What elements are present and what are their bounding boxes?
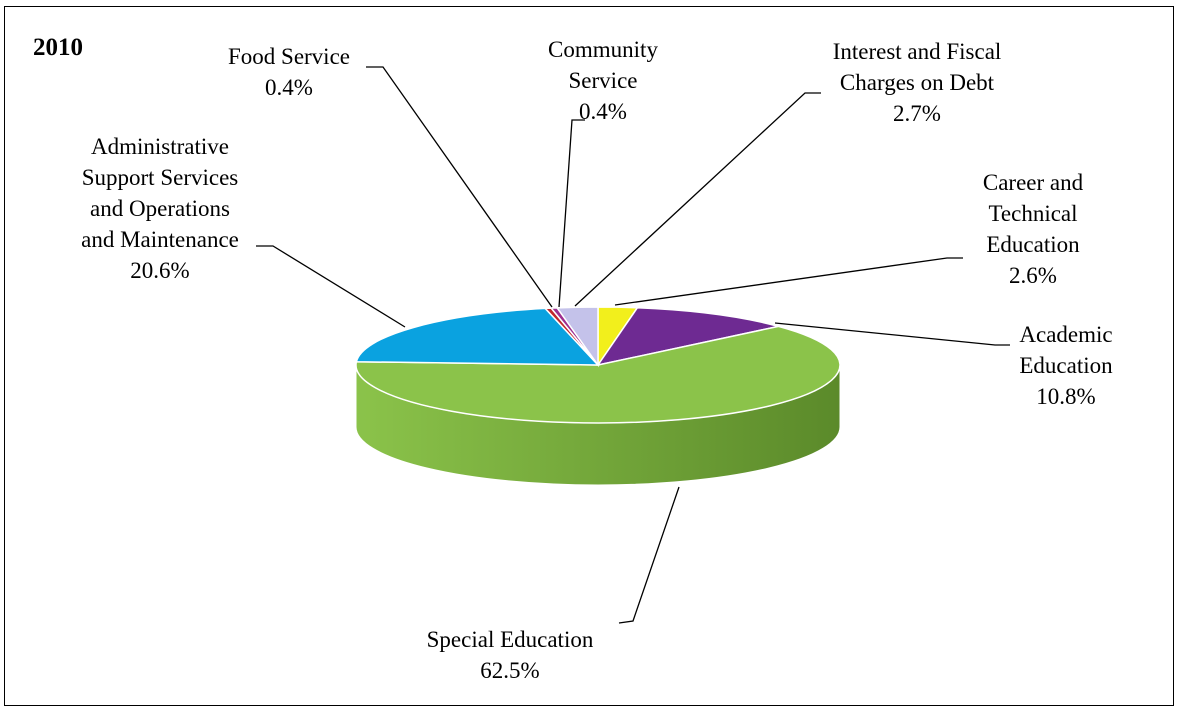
slice-value-community-service: 0.4%	[579, 99, 627, 124]
slice-label-line: Community	[548, 37, 658, 62]
slice-label-special-education: Special Education 62.5%	[427, 627, 594, 683]
slice-labels: Special Education 62.5% Administrative Supp…	[81, 37, 1113, 683]
slice-label-food-service: Food Service 0.4%	[228, 44, 350, 100]
pie-slice-academic-education	[596, 307, 779, 367]
leader-line-interest-and-fiscal-charges-on-debt	[574, 92, 821, 307]
slice-label-career-and-technical-education: Career and Technical Education 2.6%	[983, 170, 1084, 288]
chart-title: 2010	[33, 34, 83, 61]
slice-label-interest-and-fiscal-charges-on-debt: Interest and Fiscal Charges on Debt 2.7%	[833, 39, 1002, 126]
slice-value-interest-and-fiscal-charges-on-debt: 2.7%	[893, 101, 941, 126]
pie-chart: 2010 Special Education 62.5% Administrativ…	[33, 34, 1113, 683]
pie-slice-administrative-support-services-and-operations-and-maintenance	[355, 307, 600, 366]
slice-label-line: Charges on Debt	[840, 70, 995, 95]
slice-value-special-education: 62.5%	[480, 658, 539, 683]
slice-value-career-and-technical-education: 2.6%	[1009, 263, 1057, 288]
leader-line-food-service	[366, 66, 553, 308]
leader-line-special-education	[618, 486, 680, 624]
slice-value-academic-education: 10.8%	[1036, 384, 1095, 409]
leader-line-career-and-technical-education	[614, 257, 963, 306]
slice-label-line: Service	[569, 68, 638, 93]
pie-slice-interest-and-fiscal-charges-on-debt	[555, 306, 599, 368]
pie-tops	[355, 306, 841, 424]
slice-label-administrative-support-services-and-operations-and-maintenance: Administrative Support Services and Operat…	[81, 134, 239, 283]
slice-value-administrative-support-services-and-operations-and-maintenance: 20.6%	[130, 258, 189, 283]
slice-label-line: Support Services	[82, 165, 239, 190]
pie-slice-special-education	[355, 325, 841, 424]
slice-label-academic-education: Academic Education 10.8%	[1019, 322, 1113, 409]
slice-label-line: and Operations	[90, 196, 230, 221]
leader-line-academic-education	[774, 322, 1010, 346]
slice-label-line: Education	[1019, 353, 1113, 378]
slice-label-community-service: Community Service 0.4%	[548, 37, 658, 124]
slice-label-line: Education	[986, 232, 1080, 257]
slice-label-line: Career and	[983, 170, 1084, 195]
slice-label-line: Academic	[1019, 322, 1112, 347]
slice-label-line: and Maintenance	[81, 227, 239, 252]
slice-label-line: Interest and Fiscal	[833, 39, 1002, 64]
slice-label-line: Technical	[988, 201, 1077, 226]
slice-label-line: Special Education	[427, 627, 594, 652]
slice-value-food-service: 0.4%	[265, 75, 313, 100]
chart-frame: 2010 Special Education 62.5% Administrativ…	[4, 6, 1174, 706]
slice-label-line: Administrative	[91, 134, 229, 159]
slice-label-line: Food Service	[228, 44, 350, 69]
leader-line-community-service	[558, 119, 585, 308]
leader-lines	[256, 66, 1010, 624]
leader-line-administrative-support-services-and-operations-and-maintenance	[256, 245, 406, 328]
